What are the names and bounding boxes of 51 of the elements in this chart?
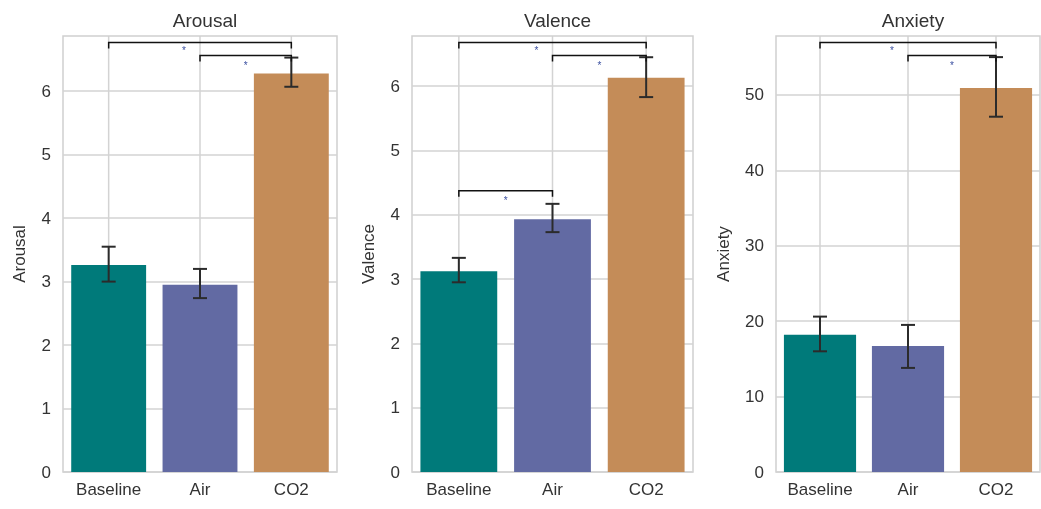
x-tick-label: CO2 xyxy=(978,480,1014,499)
y-axis-title: Anxiety xyxy=(714,225,733,282)
y-tick-label: 10 xyxy=(745,387,764,407)
bar xyxy=(253,73,329,472)
annotation: * xyxy=(182,44,187,56)
x-tick-label: Baseline xyxy=(426,480,492,499)
y-tick-label: 0 xyxy=(390,462,400,482)
bar xyxy=(607,77,685,472)
y-axis-title: Valence xyxy=(359,223,378,285)
x-tick-label: Air xyxy=(542,480,564,499)
bar xyxy=(871,346,945,472)
chart-title: Anxiety xyxy=(881,10,945,31)
annotation: * xyxy=(534,44,539,56)
y-tick-label: 30 xyxy=(745,236,764,256)
bar xyxy=(162,284,238,472)
bar xyxy=(514,219,591,472)
y-tick-label: 6 xyxy=(41,81,51,101)
annotation: * xyxy=(243,59,248,71)
y-tick-label: 4 xyxy=(41,208,51,228)
y-tick-label: 2 xyxy=(41,335,51,355)
bar xyxy=(783,334,857,472)
chart-title: Arousal xyxy=(172,10,238,31)
y-tick-label: 1 xyxy=(41,399,51,419)
y-tick-label: 5 xyxy=(41,145,51,165)
x-tick-label: Baseline xyxy=(787,480,853,499)
annotation: * xyxy=(950,59,955,71)
x-tick-label: Baseline xyxy=(76,480,142,499)
y-tick-label: 2 xyxy=(390,333,400,353)
y-tick-label: 5 xyxy=(390,140,400,160)
x-tick-label: Air xyxy=(897,480,919,499)
bar xyxy=(71,265,147,472)
y-tick-label: 40 xyxy=(745,160,764,180)
chart-title: Valence xyxy=(523,10,592,31)
y-tick-label: 0 xyxy=(754,462,764,482)
y-tick-label: 3 xyxy=(41,272,51,292)
y-tick-label: 20 xyxy=(745,311,764,331)
bar xyxy=(420,271,498,472)
annotation: * xyxy=(597,59,602,71)
annotation: * xyxy=(890,44,895,56)
y-tick-label: 1 xyxy=(390,398,400,418)
y-tick-label: 3 xyxy=(390,269,400,289)
y-tick-label: 50 xyxy=(745,85,764,105)
x-tick-label: CO2 xyxy=(273,480,309,499)
y-axis-title: Arousal xyxy=(10,225,29,283)
y-tick-label: 0 xyxy=(41,462,51,482)
x-tick-label: CO2 xyxy=(628,480,664,499)
x-tick-label: Air xyxy=(189,480,211,499)
y-tick-label: 6 xyxy=(390,76,400,96)
bar xyxy=(959,88,1033,472)
annotation: * xyxy=(503,194,508,206)
y-tick-label: 4 xyxy=(390,205,400,225)
